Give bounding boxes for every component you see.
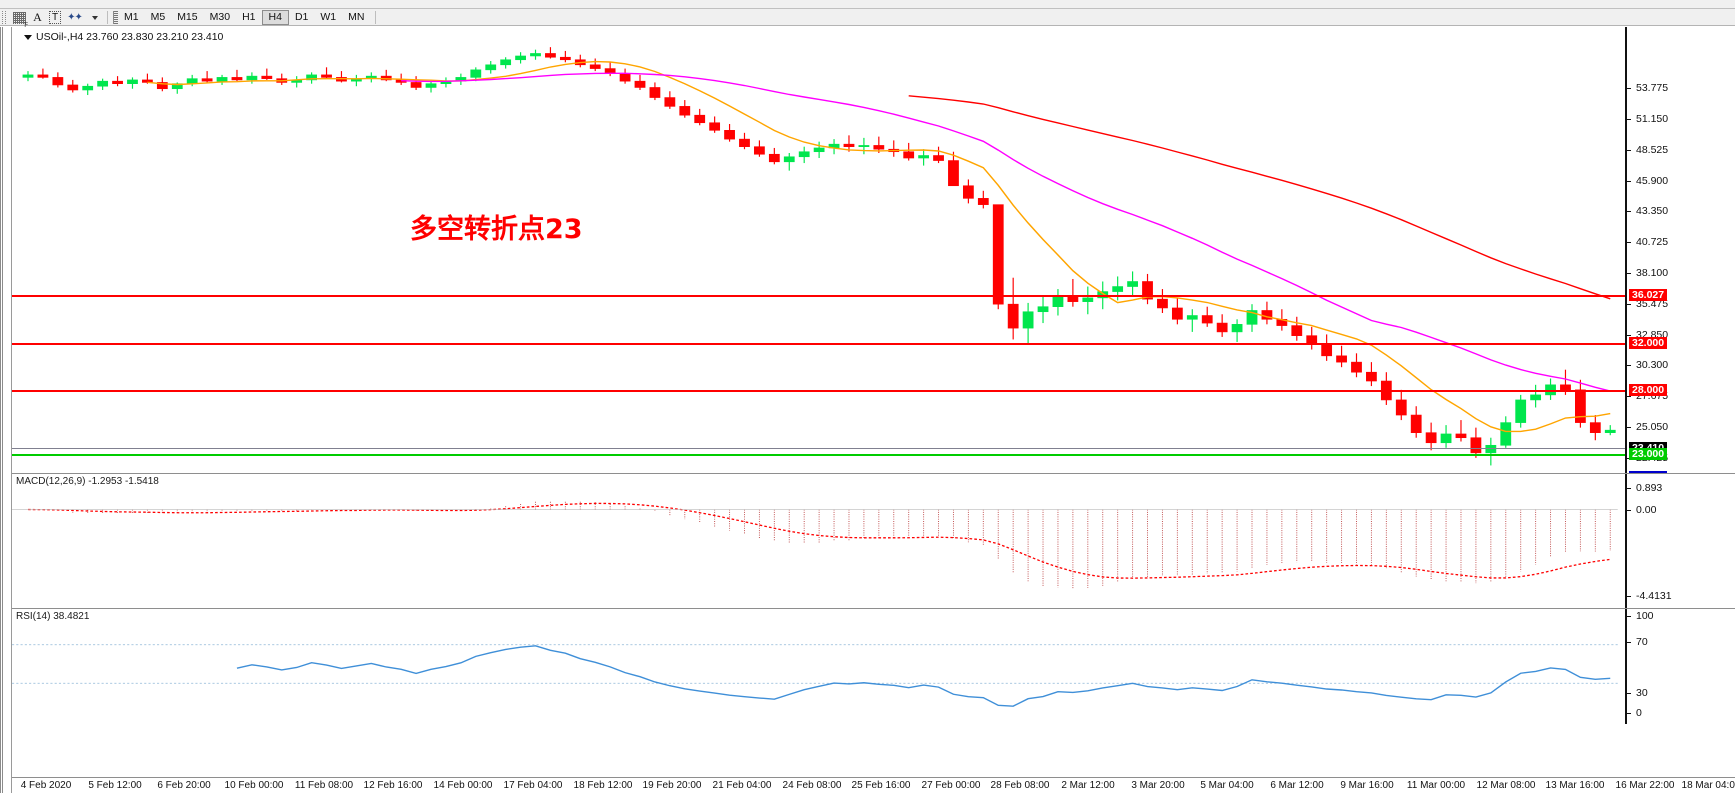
time-label: 25 Feb 16:00 — [851, 780, 911, 791]
rsi-tick-30: 30 — [1627, 687, 1648, 699]
rsi-pane[interactable]: RSI(14) 38.4821 100 70 30 0 — [12, 608, 1735, 724]
macd-label: MACD(12,26,9) -1.2953 -1.5418 — [16, 476, 159, 487]
price-line-current[interactable] — [12, 448, 1625, 449]
price-tick-51.150: 51.150 — [1627, 113, 1668, 125]
time-label: 18 Feb 12:00 — [573, 780, 633, 791]
time-label: 12 Mar 08:00 — [1476, 780, 1536, 791]
collapse-caret-icon[interactable] — [24, 34, 32, 40]
price-line-23[interactable] — [12, 454, 1625, 456]
price-line-28[interactable] — [12, 390, 1625, 392]
macd-axis: 0.893 0.00 -4.4131 — [1625, 474, 1735, 608]
price-axis[interactable]: 53.775 51.150 48.525 45.900 43.350 40.725 38.1… — [1625, 27, 1735, 473]
price-line-32[interactable] — [12, 343, 1625, 345]
chart-panes: USOil-,H4 23.760 23.830 23.210 23.410 多空… — [12, 27, 1735, 793]
price-tick-45.900: 45.900 — [1627, 175, 1668, 187]
price-line-36[interactable] — [12, 295, 1625, 297]
price-tick-43.350: 43.350 — [1627, 205, 1668, 217]
price-tick-30.300: 30.300 — [1627, 359, 1668, 371]
time-label: 5 Feb 12:00 — [88, 780, 142, 791]
arrows-tool-icon[interactable]: ✦✦ — [67, 12, 83, 23]
rsi-tick-70: 70 — [1627, 636, 1648, 648]
time-label: 16 Mar 22:00 — [1615, 780, 1675, 791]
time-label: 19 Feb 20:00 — [642, 780, 702, 791]
time-axis[interactable]: 4 Feb 2020 5 Feb 12:00 6 Feb 20:00 10 Feb 0… — [12, 777, 1735, 793]
timeframe-button-m5[interactable]: M5 — [150, 11, 166, 23]
time-label: 5 Mar 04:00 — [1200, 780, 1254, 791]
resistance-level-badge-36[interactable]: 36.027 — [1629, 289, 1668, 301]
toolbar-drag-grip[interactable] — [2, 11, 6, 24]
time-label: 11 Mar 00:00 — [1406, 780, 1466, 791]
time-label: 9 Mar 16:00 — [1340, 780, 1394, 791]
price-tick-53.775: 53.775 — [1627, 82, 1668, 94]
time-label: 11 Feb 08:00 — [294, 780, 354, 791]
time-label: 14 Feb 00:00 — [433, 780, 493, 791]
timeframe-button-h1[interactable]: H1 — [242, 11, 256, 23]
price-tick-40.725: 40.725 — [1627, 236, 1668, 248]
time-label: 28 Feb 08:00 — [990, 780, 1050, 791]
rsi-tick-0: 0 — [1627, 707, 1642, 719]
timeframe-button-m30[interactable]: M30 — [209, 11, 231, 23]
macd-pane[interactable]: MACD(12,26,9) -1.2953 -1.5418 0.893 0.00 -… — [12, 473, 1735, 608]
rsi-axis: 100 70 30 0 — [1625, 609, 1735, 724]
time-label: 3 Mar 20:00 — [1131, 780, 1185, 791]
toolbar-main: A T ✦✦ M1 M5 M15 M30 H1 H4 D1 W1 MN — [0, 9, 1735, 29]
macd-plot-svg — [12, 500, 1618, 589]
chart-annotation-text: 多空转折点23 — [410, 214, 583, 245]
rsi-tick-100: 100 — [1627, 610, 1654, 622]
time-label: 13 Mar 16:00 — [1545, 780, 1605, 791]
timeframe-button-mn[interactable]: MN — [348, 11, 365, 23]
time-label: 6 Feb 20:00 — [157, 780, 211, 791]
timeframe-button-w1[interactable]: W1 — [320, 11, 337, 23]
time-label: 21 Feb 04:00 — [712, 780, 772, 791]
time-label: 2 Mar 12:00 — [1061, 780, 1115, 791]
time-label: 18 Mar 04:00 — [1681, 780, 1735, 791]
macd-tick--4.4131: -4.4131 — [1627, 590, 1672, 602]
time-label: 10 Feb 00:00 — [224, 780, 284, 791]
timeframe-button-d1[interactable]: D1 — [294, 11, 309, 23]
toolbar-separator — [106, 11, 108, 24]
chart-frame: USOil-,H4 23.760 23.830 23.210 23.410 多空… — [0, 27, 1735, 793]
time-label: 17 Feb 04:00 — [503, 780, 563, 791]
price-pane[interactable]: USOil-,H4 23.760 23.830 23.210 23.410 多空… — [12, 27, 1735, 473]
timeframe-button-group: M1 M5 M15 M30 H1 H4 D1 W1 MN — [118, 9, 381, 26]
ruler-grip-icon[interactable] — [112, 11, 118, 24]
price-tick-25.050: 25.050 — [1627, 421, 1668, 433]
resistance-level-badge-28[interactable]: 28.000 — [1629, 384, 1668, 396]
chevron-down-icon[interactable] — [85, 10, 102, 26]
symbol-ohlc-label: USOil-,H4 23.760 23.830 23.210 23.410 — [24, 31, 223, 43]
price-candles-svg — [22, 47, 1616, 466]
time-label: 4 Feb 2020 — [20, 780, 72, 791]
macd-tick-0.00: 0.00 — [1627, 504, 1656, 516]
time-label: 12 Feb 16:00 — [363, 780, 423, 791]
toolbar-separator — [375, 11, 377, 24]
price-tick-48.525: 48.525 — [1627, 144, 1668, 156]
price-tick-35.475: 35.475 — [1627, 298, 1668, 310]
rsi-label: RSI(14) 38.4821 — [16, 611, 90, 622]
grid-crosshair-icon[interactable] — [10, 10, 29, 29]
macd-tick-0.893: 0.893 — [1627, 482, 1662, 494]
timeframe-button-m1[interactable]: M1 — [124, 11, 139, 23]
toolbar-secondary-strip — [0, 0, 1735, 9]
text-tool-icon[interactable]: A — [33, 10, 42, 24]
text-label-icon[interactable]: T — [46, 10, 64, 26]
timeframe-button-h4[interactable]: H4 — [261, 10, 289, 25]
time-label: 6 Mar 12:00 — [1270, 780, 1324, 791]
time-label: 27 Feb 00:00 — [921, 780, 981, 791]
support-level-badge-23[interactable]: 23.000 — [1629, 448, 1668, 460]
pending-level-badge-20[interactable]: 20.000 — [1629, 471, 1668, 473]
timeframe-button-m15[interactable]: M15 — [177, 11, 198, 23]
time-label: 24 Feb 08:00 — [782, 780, 842, 791]
chart-left-rail — [3, 27, 12, 793]
price-tick-38.100: 38.100 — [1627, 267, 1668, 279]
resistance-level-badge-32[interactable]: 32.000 — [1629, 337, 1668, 349]
rsi-plot-svg — [12, 644, 1618, 707]
